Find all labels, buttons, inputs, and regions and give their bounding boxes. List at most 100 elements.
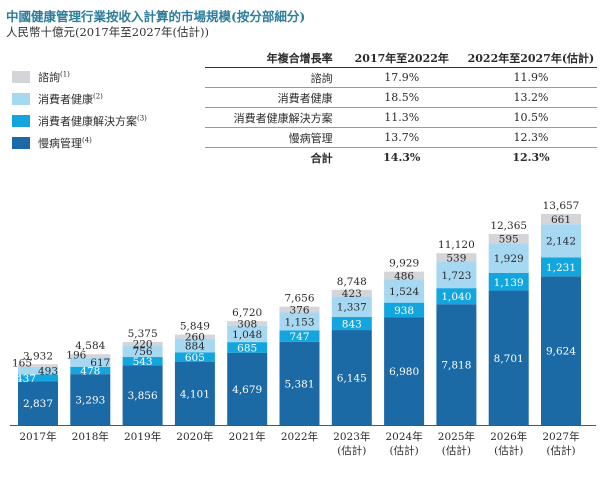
bar-segment [436,253,477,262]
cagr-row-label: 消費者健康解決方案 [205,107,339,128]
legend-label-consumer-health: 消費者健康 [38,93,93,106]
bar-segment [174,352,215,362]
bar-segment [18,381,58,425]
bar-segment [384,302,425,318]
data-label: 3,293 [75,395,105,407]
cagr-row-value: 11.3% [338,107,465,128]
bar-segment [331,296,372,318]
legend-item-consumer-solution: 消費者健康解決方案(3) [12,110,147,132]
cagr-total-value: 14.3% [338,147,465,167]
data-label: 938 [394,305,414,317]
data-label: 1,048 [232,329,262,341]
cagr-row-value: 13.7% [338,127,465,148]
cagr-row-value: 13.2% [464,87,597,108]
data-label: 260 [185,332,205,344]
total-label: 13,657 [543,200,580,212]
legend: 諮詢(1) 消費者健康(2) 消費者健康解決方案(3) 慢病管理(4) [12,66,147,154]
bar-segment [279,312,320,331]
cagr-table-row: 諮詢 17.9% 11.9% [205,67,597,88]
cagr-header-period-2: 2022年至2027年(估計) [464,49,597,68]
bar-segment [488,243,529,273]
data-label: 1,337 [337,302,367,314]
category-label: 2017年 [19,430,56,443]
data-label: 1,139 [494,277,524,289]
category-label: (估計) [546,444,575,457]
data-label: 1,231 [546,262,576,274]
data-label: 196 [66,350,86,362]
bar-segment [384,271,425,280]
bar-segment [227,352,268,425]
bar-segment [70,374,111,425]
cagr-table-total-row: 合計 14.3% 12.3% [205,147,597,167]
category-label: 2019年 [124,430,161,443]
legend-swatch-chronic [12,137,30,149]
total-label: 9,929 [389,258,419,270]
data-label: 6,980 [389,366,419,378]
legend-label-chronic: 慢病管理 [38,137,82,150]
category-label: (估計) [337,444,366,457]
category-label: 2020年 [176,430,213,443]
bar-segment [122,341,163,346]
category-label: 2023年 [333,430,370,443]
bar-segment [70,357,111,367]
total-label: 6,720 [232,307,262,319]
cagr-header-label: 年複合增長率 [205,49,339,68]
cagr-row-value: 18.5% [338,87,465,108]
bar-segment [174,361,215,425]
bar-segment [436,288,477,305]
data-label: 165 [12,358,32,370]
data-label: 220 [133,339,153,351]
legend-swatch-consultation [12,71,30,83]
bar-segment [436,261,477,289]
bar-segment [122,357,163,366]
bar-segment [279,330,320,342]
total-label: 7,656 [284,293,314,305]
bar-segment [279,341,320,425]
data-label: 376 [289,305,309,317]
data-label: 1,723 [441,270,471,282]
bar-segment [18,374,58,382]
bar-segment [384,317,425,425]
legend-label-consumer-solution: 消費者健康解決方案 [38,115,137,128]
cagr-row-value: 12.3% [464,127,597,148]
data-label: 493 [38,366,58,378]
cagr-row-value: 17.9% [338,67,465,88]
bar-segment [541,224,581,258]
data-label: 661 [551,214,571,226]
data-label: 756 [133,346,153,358]
bar-segment [18,366,58,375]
cagr-table-row: 慢病管理 13.7% 12.3% [205,127,597,148]
cagr-row-label: 消費者健康 [205,87,339,108]
data-label: 7,818 [441,360,471,372]
data-label: 2,837 [23,398,53,410]
cagr-row-value: 11.9% [464,67,597,88]
legend-note: (2) [93,92,103,101]
data-label: 423 [342,288,362,300]
total-label: 12,365 [490,220,527,232]
cagr-table: 年複合增長率 2017年至2022年 2022年至2027年(估計) 諮詢 17… [205,49,597,167]
category-label: 2024年 [385,430,422,443]
bar-segment [227,321,268,326]
legend-note: (3) [137,114,147,123]
bar-segment [541,213,581,225]
bar-segment [541,257,581,277]
data-label: 308 [237,319,257,331]
category-label: 2018年 [72,430,109,443]
cagr-row-value: 10.5% [464,107,597,128]
category-label: 2022年 [281,430,318,443]
bar-segment [174,338,215,353]
data-label: 539 [446,252,466,264]
data-label: 884 [185,340,205,352]
data-label: 595 [499,234,519,246]
data-label: 1,040 [441,291,471,303]
bar-segment [122,345,163,358]
total-label: 5,849 [180,321,210,333]
bar-segment [384,279,425,303]
data-label: 8,701 [494,353,524,365]
bar-segment [279,306,320,313]
bar-segment [70,354,111,358]
category-label: 2026年 [490,430,527,443]
legend-item-consultation: 諮詢(1) [12,66,147,88]
data-label: 843 [342,319,362,331]
